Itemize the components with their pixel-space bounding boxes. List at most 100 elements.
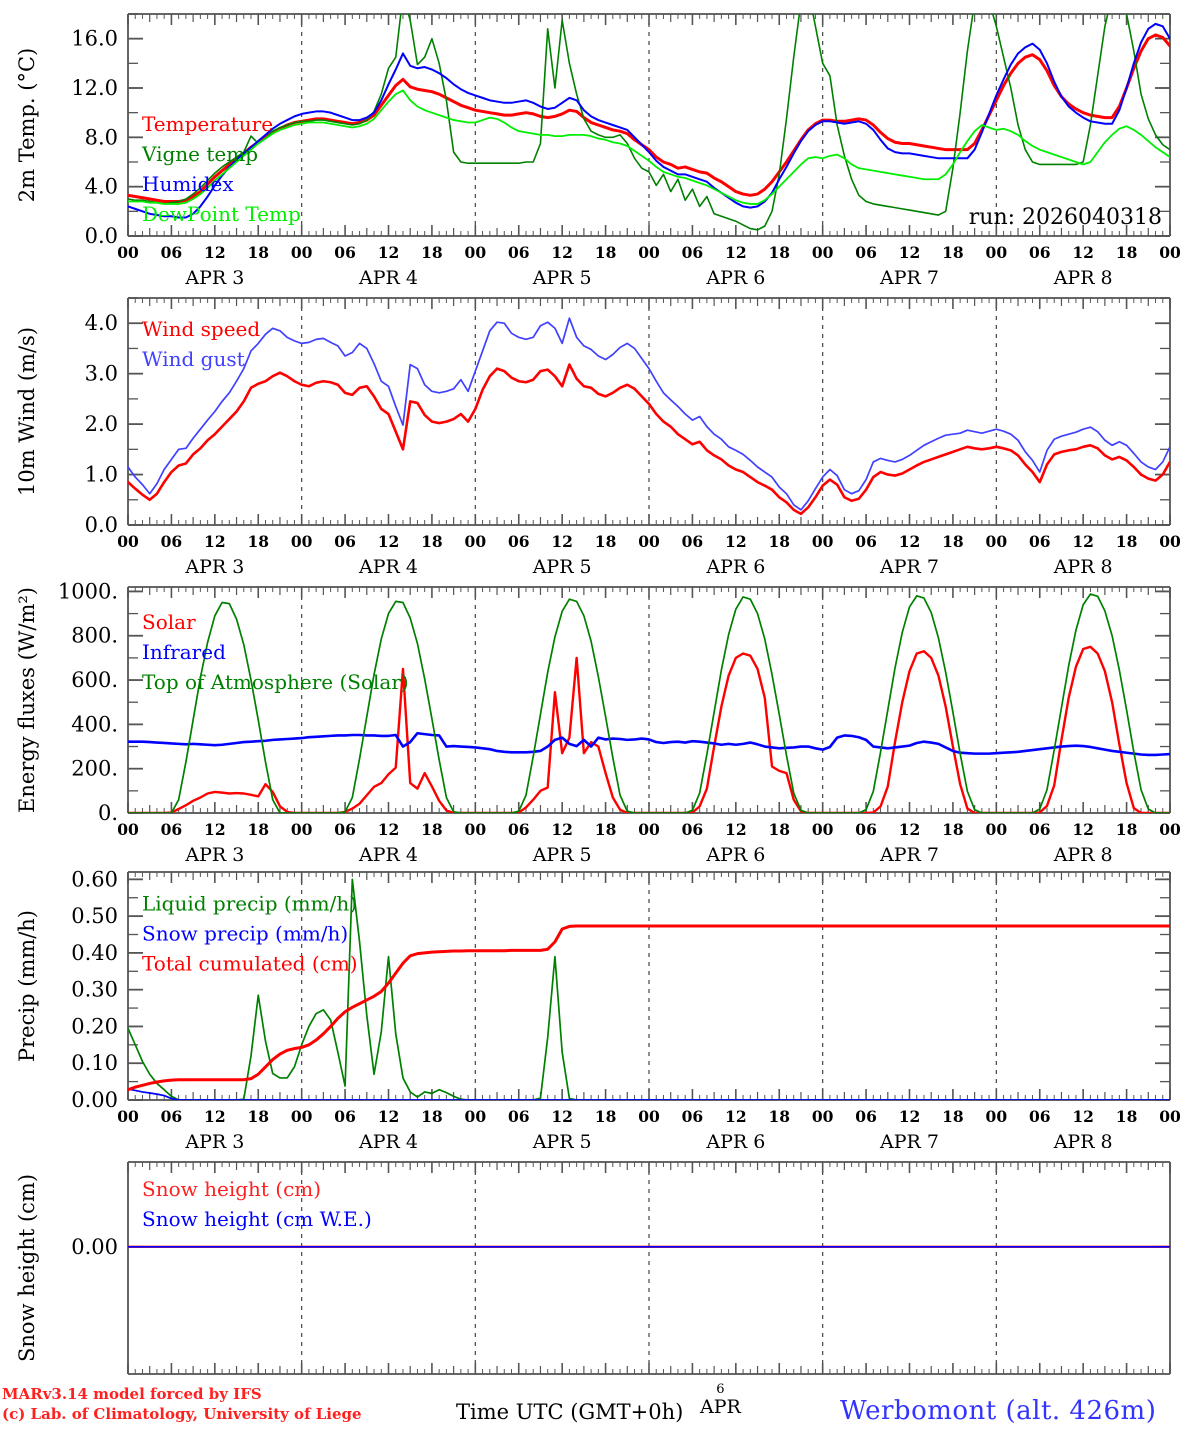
x-axis-hour-label: 18 (942, 820, 964, 839)
series-line-humidex (128, 22, 1170, 219)
x-axis-day-label: APR 3 (184, 556, 244, 574)
x-axis-hour-label: 00 (638, 243, 660, 262)
y-axis-tick-label: 0.00 (71, 1235, 118, 1259)
x-axis-hour-label: 18 (768, 820, 790, 839)
x-axis-hour-label: 18 (942, 532, 964, 551)
x-axis-day-label: APR 4 (358, 1131, 418, 1148)
x-axis-hour-label: 06 (334, 532, 356, 551)
y-axis-tick-label: 0.30 (71, 978, 118, 1002)
x-axis-day-label: APR 4 (358, 267, 418, 289)
legend-label-precip-2: Total cumulated (cm) (142, 952, 358, 976)
x-axis-day-label: APR 3 (184, 267, 244, 289)
series-group (128, 14, 1170, 231)
x-axis-day-label: APR 5 (532, 556, 592, 574)
x-axis-hour-label: 06 (508, 820, 530, 839)
chart-svg-energy: 0. 200. 400. 600. 800. 1000. Energy fluxes (W/… (15, 579, 1181, 863)
chart-svg-snow_height: 0.00 Snow height (cm) Snow height (cm) Snow… (15, 1161, 1171, 1375)
center-day-marker: 6 APR (700, 1383, 741, 1418)
x-axis-hour-label: 12 (1072, 532, 1094, 551)
x-axis-hour-label: 18 (247, 1107, 269, 1126)
x-axis-hour-label: 12 (725, 1107, 747, 1126)
series-line-vigne-temp (128, 14, 1170, 231)
x-axis-hour-label: 12 (551, 532, 573, 551)
center-day-month: APR (700, 1396, 741, 1418)
x-axis-hour-label: 00 (1159, 820, 1181, 839)
x-axis-hour-label: 12 (551, 243, 573, 262)
x-axis-hour-label: 00 (465, 820, 487, 839)
x-axis-hour-label: 06 (161, 820, 183, 839)
chart-panel-energy: 0. 200. 400. 600. 800. 1000. Energy fluxes (W/… (0, 573, 1194, 863)
y-axis-tick-label: 4.0 (85, 311, 118, 335)
x-axis-hour-label: 00 (812, 1107, 834, 1126)
y-axis-title: Energy fluxes (W/m²) (15, 587, 39, 813)
x-axis-day-label: APR 3 (184, 1131, 244, 1148)
x-axis-hour-label: 12 (204, 1107, 226, 1126)
x-axis-hour-label: 12 (725, 243, 747, 262)
x-axis-hour-label: 18 (595, 820, 617, 839)
y-axis-title: 2m Temp. (°C) (15, 48, 39, 202)
x-axis-hour-label: 12 (1072, 1107, 1094, 1126)
x-axis-day-label: APR 8 (1053, 1131, 1113, 1148)
series-line-wind-speed (128, 363, 1170, 516)
x-axis-hour-label: 12 (378, 820, 400, 839)
x-axis-hour-label: 00 (291, 820, 313, 839)
y-axis-tick-label: 0.00 (71, 1088, 118, 1112)
chart-panel-wind: 0.0 1.0 2.0 3.0 4.0 10m Wind (m/s) Wind speed W… (0, 284, 1194, 574)
x-axis-hour-label: 06 (334, 820, 356, 839)
x-axis-hour-label: 06 (1029, 532, 1051, 551)
x-axis-hour-label: 18 (942, 1107, 964, 1126)
center-day-number: 6 (716, 1382, 725, 1397)
series-line-dewpoint-temp (128, 89, 1170, 205)
x-axis-hour-label: 00 (812, 532, 834, 551)
x-axis-hour-label: 06 (682, 243, 704, 262)
x-axis-hour-label: 12 (899, 1107, 921, 1126)
x-axis-day-label: APR 6 (705, 844, 765, 863)
x-axis-hour-label: 00 (465, 1107, 487, 1126)
x-axis-hour-label: 12 (551, 820, 573, 839)
x-axis-day-label: APR 3 (184, 844, 244, 863)
x-axis-hour-label: 06 (161, 532, 183, 551)
legend-label-energy-1: Infrared (142, 640, 226, 664)
y-axis-tick-label: 8.0 (85, 125, 118, 149)
x-axis-hour-label: 00 (117, 532, 139, 551)
x-axis-hour-label: 18 (247, 820, 269, 839)
footer-line-1: MARv3.14 model forced by IFS (2, 1385, 262, 1403)
station-label: Werbomont (alt. 426m) (840, 1396, 1157, 1426)
legend-label-energy-0: Solar (142, 610, 196, 634)
x-axis-day-label: APR 7 (879, 267, 939, 289)
legend-label-wind-0: Wind speed (142, 317, 260, 341)
y-axis-tick-label: 12.0 (71, 76, 118, 100)
series-line-infrared (128, 731, 1170, 757)
y-axis-tick-label: 4.0 (85, 175, 118, 199)
x-axis-hour-label: 06 (1029, 243, 1051, 262)
legend-label-snow_height-0: Snow height (cm) (142, 1177, 321, 1201)
x-axis-hour-label: 18 (768, 243, 790, 262)
x-axis-hour-label: 18 (1116, 820, 1138, 839)
legend-label-snow_height-1: Snow height (cm W.E.) (142, 1207, 372, 1231)
x-axis-hour-label: 18 (595, 532, 617, 551)
x-axis-hour-label: 06 (855, 1107, 877, 1126)
x-axis-hour-label: 12 (204, 243, 226, 262)
x-axis-hour-label: 00 (117, 820, 139, 839)
x-axis-hour-label: 06 (334, 1107, 356, 1126)
chart-panel-snow_height: 0.00 Snow height (cm) Snow height (cm) Snow… (0, 1148, 1194, 1426)
chart-panel-precip: 0.00 0.10 0.20 0.30 0.40 0.50 0.60 Precip (mm/h… (0, 858, 1194, 1148)
y-axis-tick-label: 3.0 (85, 362, 118, 386)
y-axis-tick-label: 0.20 (71, 1014, 118, 1038)
x-axis-hour-label: 06 (855, 532, 877, 551)
x-axis-hour-label: 00 (638, 1107, 660, 1126)
x-axis-day-label: APR 7 (879, 844, 939, 863)
y-axis-title: Precip (mm/h) (15, 910, 39, 1062)
y-axis-tick-label: 0.40 (71, 941, 118, 965)
x-axis-hour-label: 00 (1159, 243, 1181, 262)
series-group (128, 593, 1170, 813)
model-footer: MARv3.14 model forced by IFS (c) Lab. of… (2, 1384, 362, 1425)
x-axis-hour-label: 00 (291, 532, 313, 551)
x-axis-hour-label: 00 (986, 820, 1008, 839)
y-axis-tick-label: 0.0 (85, 224, 118, 248)
x-axis-hour-label: 12 (1072, 243, 1094, 262)
x-axis-title: Time UTC (GMT+0h) (456, 1400, 684, 1424)
x-axis-hour-label: 00 (117, 243, 139, 262)
legend-label-precip-0: Liquid precip (mm/h) (142, 892, 357, 916)
x-axis-hour-label: 12 (378, 532, 400, 551)
